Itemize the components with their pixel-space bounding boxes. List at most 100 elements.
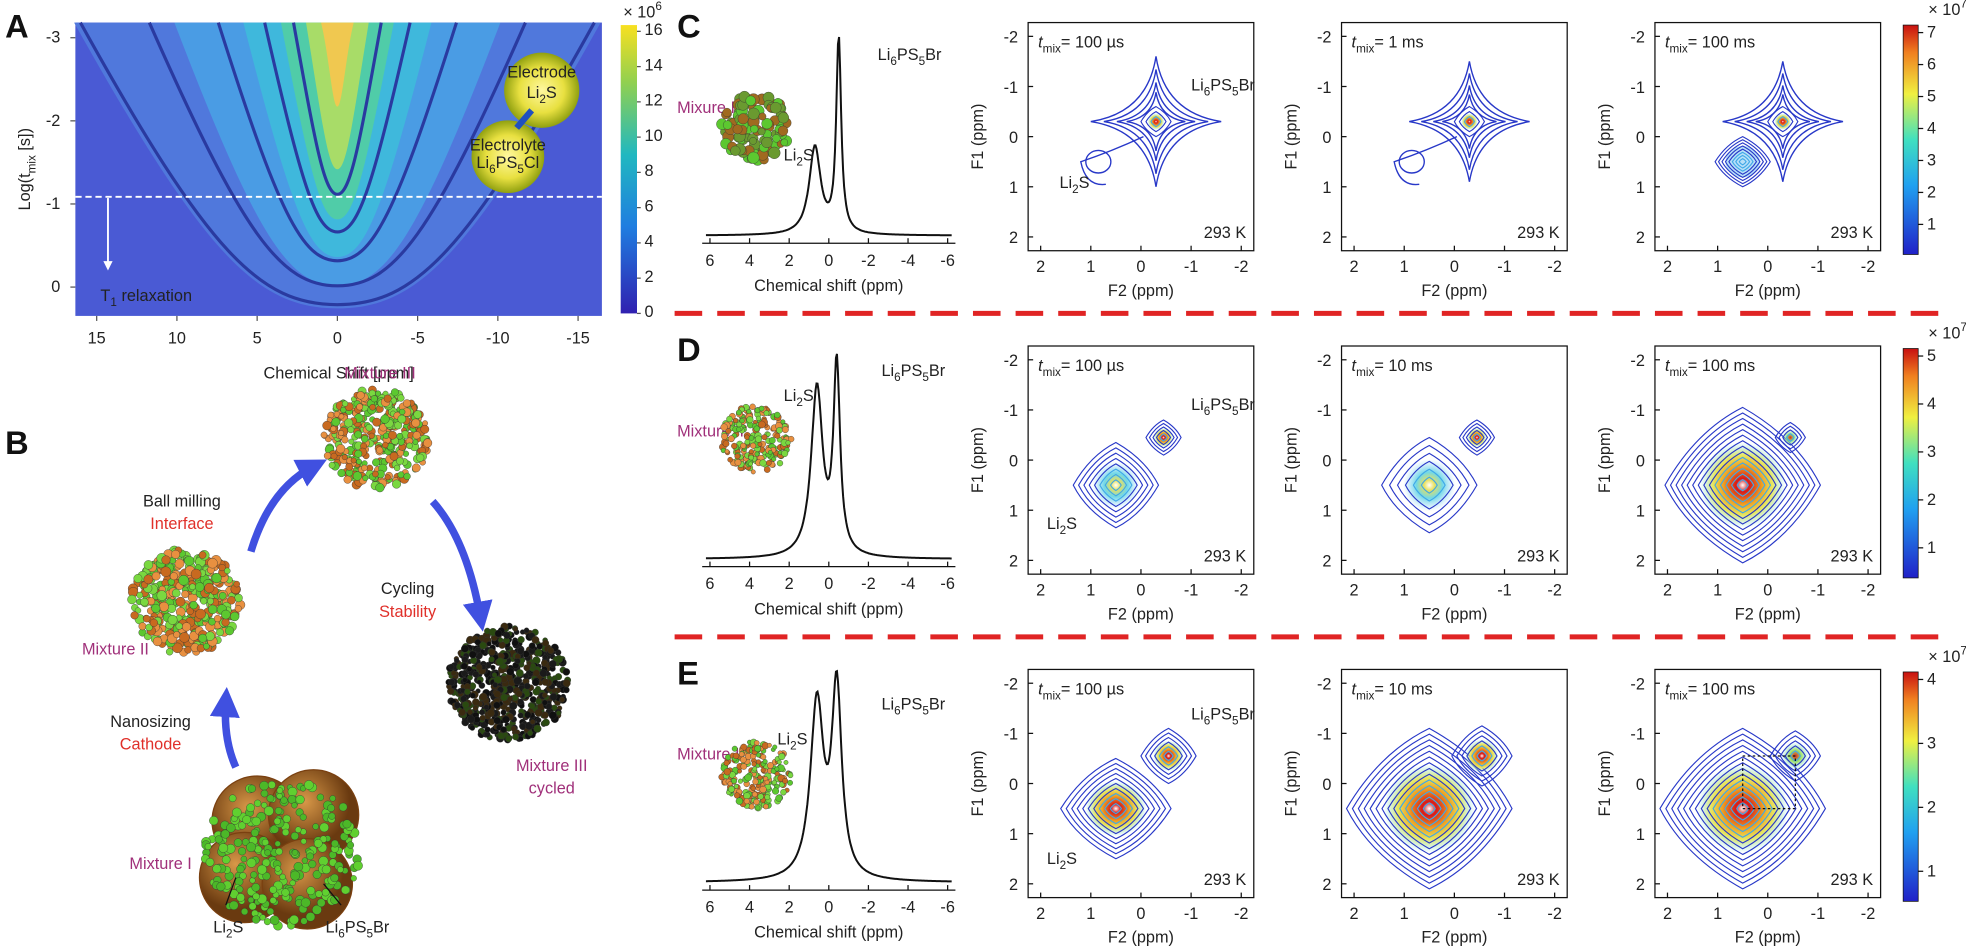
x-tick-label: -2 (861, 575, 875, 593)
particle (330, 425, 337, 432)
inset-arrow (514, 108, 535, 130)
particle (494, 629, 503, 638)
y-axis-label-part: Log(t (16, 173, 34, 211)
x-tick-label: 6 (705, 252, 714, 270)
particle (755, 805, 761, 811)
particle (488, 656, 495, 663)
mix-time-label-part: mix (1670, 43, 1688, 56)
particle (541, 678, 550, 686)
colorbar (1902, 671, 1919, 902)
x-tick-label: -1 (1184, 581, 1198, 599)
contour-line (1393, 773, 1466, 844)
contour-line (1163, 750, 1174, 762)
particle (354, 430, 363, 439)
y-tick-label: 2 (1322, 876, 1331, 894)
particle (529, 719, 536, 725)
colorbar-tick-label: 2 (1927, 183, 1936, 201)
temperature-label: 293 K (1204, 224, 1247, 242)
x-tick-label: 1 (1086, 905, 1095, 923)
x-axis-label: F2 (ppm) (1108, 282, 1174, 300)
particle (344, 418, 354, 428)
mix-time-label-part: mix (1670, 366, 1688, 379)
peak-hotspot (1782, 429, 1799, 446)
particle (539, 669, 548, 678)
particle (761, 434, 768, 441)
particle (341, 885, 350, 895)
particle (733, 783, 739, 789)
x-tick-label: 2 (1350, 581, 1359, 599)
particle (748, 461, 753, 467)
particle (490, 664, 496, 671)
particle (751, 761, 757, 767)
temperature-label: 293 K (1204, 548, 1247, 566)
particle (151, 603, 161, 613)
mix-time-label-part: t (1665, 34, 1671, 52)
mix-time-label-part: mix (1043, 366, 1061, 379)
contour-line (1682, 750, 1803, 867)
y-axis-label: F1 (ppm) (969, 104, 987, 170)
mix-time-label: tmix= 10 ms (1352, 681, 1433, 703)
x-tick-label: 2 (785, 899, 794, 917)
particle (562, 668, 571, 676)
particle (752, 778, 759, 785)
particle (204, 582, 215, 593)
peak-label: Li6PS5Br (1191, 396, 1255, 418)
peak-label: Li2S (784, 387, 814, 409)
particle (218, 843, 229, 853)
contour-line (1730, 473, 1755, 497)
particle (530, 662, 536, 669)
x-tick-label: -1 (1811, 258, 1825, 276)
particle (368, 432, 375, 439)
x-axis-label: Chemical shift (ppm) (754, 600, 903, 618)
particle (173, 631, 181, 639)
contour-line (1458, 110, 1481, 133)
x-tick-label: 2 (1350, 258, 1359, 276)
particle (512, 626, 519, 632)
mix-time-label-part: = 10 ms (1374, 357, 1432, 375)
particle (160, 566, 172, 577)
particle (246, 858, 257, 868)
particle (336, 444, 346, 454)
x-tick-label: -1 (1497, 905, 1511, 923)
particle (534, 708, 543, 717)
particle (740, 763, 748, 770)
particle (788, 435, 795, 443)
particle (562, 679, 571, 688)
particle (731, 778, 737, 784)
x-tick-label: 5 (253, 329, 262, 347)
particle (772, 134, 781, 143)
particle (189, 601, 198, 610)
contour-line (1471, 745, 1493, 767)
particle (178, 574, 189, 586)
particle (397, 414, 407, 424)
particle (345, 463, 354, 471)
particle (372, 417, 382, 427)
colorbar-tick-label: 10 (645, 127, 663, 145)
colorbar (1902, 24, 1919, 255)
particle (750, 442, 757, 449)
particle (752, 766, 758, 772)
particle (479, 714, 486, 721)
mix-time-label: tmix= 100 ms (1665, 681, 1755, 703)
particle (380, 414, 390, 424)
particle (329, 795, 336, 802)
spectrum-line (705, 36, 952, 237)
particle-cluster (718, 738, 794, 812)
particle (517, 636, 525, 644)
mix-time-label-part: = 10 ms (1374, 681, 1432, 699)
particle (352, 471, 362, 481)
particle (468, 650, 477, 659)
contour-line (1420, 476, 1438, 494)
particle (488, 648, 496, 656)
particle (261, 802, 268, 809)
colorbar-tick-label: 4 (1927, 395, 1936, 413)
particle (736, 409, 742, 416)
contour-line (1708, 451, 1777, 520)
x-tick-label: -2 (1234, 581, 1248, 599)
mix-time-label-part: = 1 ms (1374, 34, 1423, 52)
y-tick-label: 0 (1322, 776, 1331, 794)
mix-time-label: tmix= 100 µs (1038, 34, 1124, 56)
x-tick-label: -1 (1184, 258, 1198, 276)
x-axis-label: F2 (ppm) (1421, 605, 1487, 623)
x-tick-label: 0 (824, 575, 833, 593)
